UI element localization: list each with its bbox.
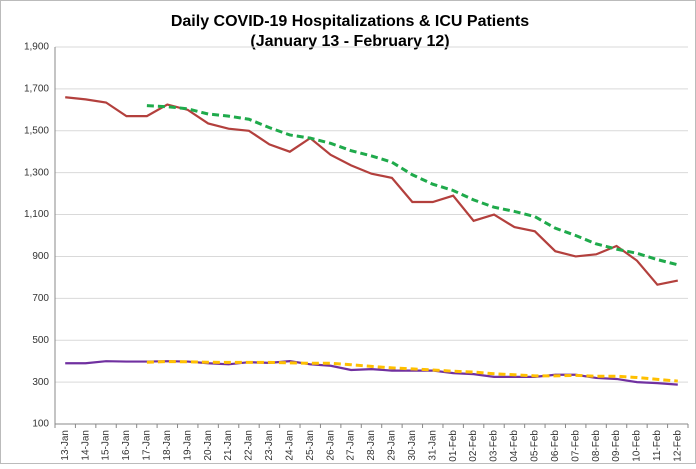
x-tick-label: 22-Jan <box>244 430 255 461</box>
y-tick-label: 1,500 <box>24 125 49 136</box>
series-line <box>146 360 678 383</box>
x-tick-label: 05-Feb <box>529 430 540 462</box>
chart-title: Daily COVID-19 Hospitalizations & ICU Pa… <box>171 13 529 30</box>
x-tick-label: 23-Jan <box>264 430 275 461</box>
x-tick-label: 04-Feb <box>509 430 520 462</box>
chart-subtitle: (January 13 - February 12) <box>250 33 449 50</box>
x-tick-label: 24-Jan <box>284 430 295 461</box>
x-tick-label: 14-Jan <box>80 430 91 461</box>
x-tick-label: 12-Feb <box>672 430 683 462</box>
x-tick-label: 01-Feb <box>448 430 459 462</box>
x-tick-label: 07-Feb <box>570 430 581 462</box>
y-tick-label: 900 <box>32 251 49 262</box>
x-tick-label: 31-Jan <box>427 430 438 461</box>
series-line <box>65 96 679 286</box>
x-tick-label: 20-Jan <box>203 430 214 461</box>
x-tick-label: 03-Feb <box>489 430 500 462</box>
x-tick-label: 10-Feb <box>632 430 643 462</box>
y-tick-label: 500 <box>32 335 49 346</box>
x-tick-label: 28-Jan <box>366 430 377 461</box>
x-tick-label: 21-Jan <box>223 430 234 461</box>
y-tick-label: 100 <box>32 419 49 430</box>
x-tick-label: 15-Jan <box>101 430 112 461</box>
x-tick-label: 09-Feb <box>611 430 622 462</box>
x-tick-label: 13-Jan <box>60 430 71 461</box>
x-tick-label: 02-Feb <box>468 430 479 462</box>
x-tick-label: 18-Jan <box>162 430 173 461</box>
series-line <box>146 104 679 267</box>
y-tick-label: 1,300 <box>24 167 49 178</box>
x-tick-label: 08-Feb <box>591 430 602 462</box>
x-tick-label: 29-Jan <box>387 430 398 461</box>
x-tick-label: 17-Jan <box>142 430 153 461</box>
x-tick-label: 27-Jan <box>346 430 357 461</box>
y-tick-label: 700 <box>32 293 49 304</box>
x-tick-label: 25-Jan <box>305 430 316 461</box>
x-tick-label: 16-Jan <box>121 430 132 461</box>
x-tick-label: 11-Feb <box>652 430 663 461</box>
x-tick-label: 30-Jan <box>407 430 418 461</box>
y-tick-label: 1,900 <box>24 42 49 53</box>
y-tick-label: 1,100 <box>24 209 49 220</box>
x-tick-label: 19-Jan <box>182 430 193 461</box>
y-tick-label: 300 <box>32 377 49 388</box>
x-tick-label: 26-Jan <box>325 430 336 461</box>
x-tick-label: 06-Feb <box>550 430 561 462</box>
y-tick-label: 1,700 <box>24 84 49 95</box>
